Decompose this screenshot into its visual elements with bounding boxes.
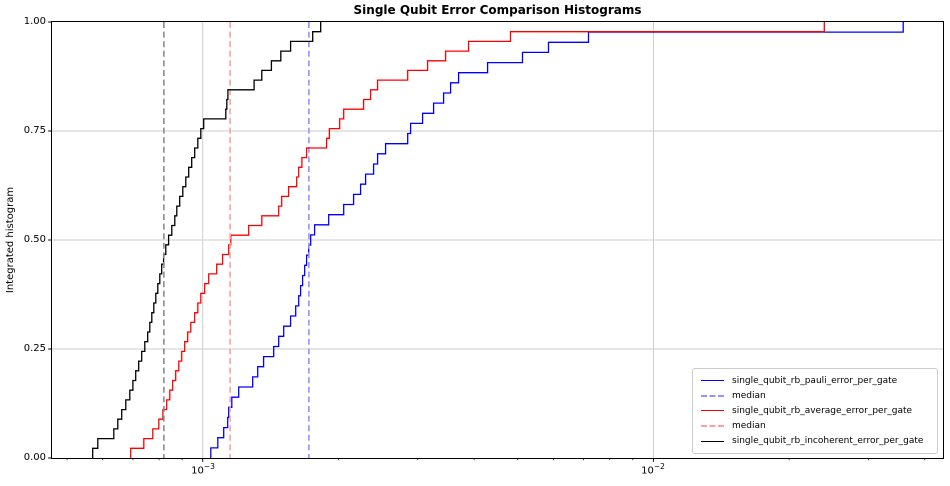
legend-item-incoherent-error: single_qubit_rb_incoherent_error_per_gat… xyxy=(701,435,937,448)
legend-item-average-error: single_qubit_rb_average_error_per_gate xyxy=(701,404,937,417)
legend-label: median xyxy=(732,390,766,401)
y-tick-label: 1.00 xyxy=(23,16,46,27)
y-tick-label: 0.00 xyxy=(23,452,46,463)
y-tick-label: 0.75 xyxy=(23,125,46,136)
legend-label: single_qubit_rb_incoherent_error_per_gat… xyxy=(732,436,924,447)
chart-title: Single Qubit Error Comparison Histograms xyxy=(353,3,642,17)
y-tick-label: 0.50 xyxy=(23,234,46,245)
legend-label: single_qubit_rb_pauli_error_per_gate xyxy=(732,375,898,386)
legend-line-sample xyxy=(701,410,724,412)
y-tick-label: 0.25 xyxy=(23,343,46,354)
legend-item-pauli-error: single_qubit_rb_pauli_error_per_gate xyxy=(701,374,937,387)
legend-line-sample xyxy=(701,394,724,397)
legend-line-sample xyxy=(701,440,724,442)
x-tick-label: 10−2 xyxy=(641,462,665,477)
legend-line-sample xyxy=(701,425,724,428)
legend-label: single_qubit_rb_average_error_per_gate xyxy=(732,405,913,416)
legend-line-sample xyxy=(701,380,724,382)
legend-item-pauli-median: median xyxy=(701,389,937,402)
legend-item-average-median: median xyxy=(701,420,937,433)
legend-label: median xyxy=(732,421,766,432)
legend: single_qubit_rb_pauli_error_per_gate med… xyxy=(692,368,938,454)
x-tick-label: 10−3 xyxy=(191,462,215,477)
